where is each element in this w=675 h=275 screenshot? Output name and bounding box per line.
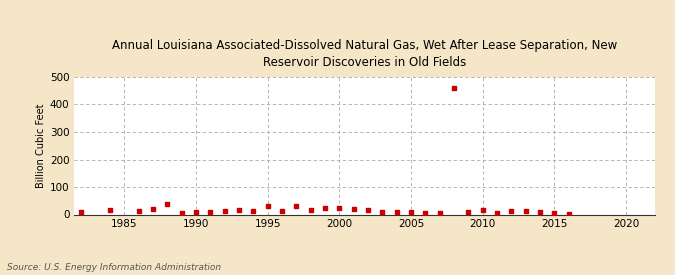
- Point: [434, 211, 445, 215]
- Point: [219, 209, 230, 213]
- Point: [477, 207, 488, 212]
- Point: [535, 210, 545, 214]
- Y-axis label: Billion Cubic Feet: Billion Cubic Feet: [36, 103, 46, 188]
- Point: [334, 205, 345, 210]
- Point: [263, 204, 273, 208]
- Point: [190, 210, 201, 214]
- Point: [248, 209, 259, 213]
- Point: [105, 208, 115, 213]
- Point: [291, 204, 302, 208]
- Point: [420, 211, 431, 215]
- Point: [463, 210, 474, 214]
- Point: [449, 86, 460, 90]
- Title: Annual Louisiana Associated-Dissolved Natural Gas, Wet After Lease Separation, N: Annual Louisiana Associated-Dissolved Na…: [112, 39, 617, 69]
- Point: [491, 210, 502, 215]
- Text: Source: U.S. Energy Information Administration: Source: U.S. Energy Information Administ…: [7, 263, 221, 272]
- Point: [176, 211, 187, 215]
- Point: [277, 209, 288, 213]
- Point: [162, 201, 173, 206]
- Point: [305, 207, 316, 212]
- Point: [148, 207, 159, 211]
- Point: [234, 208, 244, 213]
- Point: [377, 210, 388, 214]
- Point: [348, 207, 359, 211]
- Point: [406, 210, 416, 214]
- Point: [134, 208, 144, 213]
- Point: [205, 210, 216, 214]
- Point: [549, 211, 560, 215]
- Point: [506, 209, 517, 213]
- Point: [564, 212, 574, 216]
- Point: [520, 209, 531, 213]
- Point: [392, 210, 402, 214]
- Point: [76, 210, 87, 214]
- Point: [362, 207, 373, 212]
- Point: [320, 205, 331, 210]
